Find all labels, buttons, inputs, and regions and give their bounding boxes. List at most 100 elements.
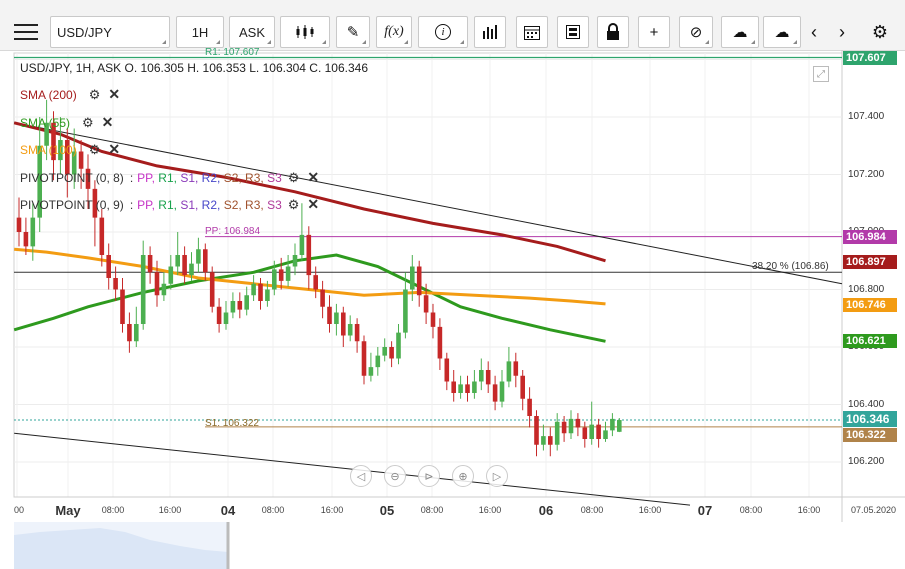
candle-body [44, 122, 49, 146]
candle-body [313, 275, 318, 290]
scroll-left-button[interactable]: ◁ [350, 465, 372, 487]
chart-type-button[interactable] [280, 16, 330, 48]
candle-body [341, 312, 346, 336]
info-button[interactable]: i [418, 16, 468, 48]
candle-body [92, 188, 98, 218]
cloud-download-icon: ☁ [774, 23, 790, 41]
candle-body [458, 384, 463, 393]
candle-body [196, 249, 201, 264]
candle-body [127, 324, 132, 342]
candle-body [120, 289, 125, 324]
candle-body [568, 418, 574, 434]
price-type-select[interactable]: ASK [229, 16, 275, 48]
candle-body [278, 269, 284, 281]
candle-body [561, 421, 567, 434]
candle-body [134, 324, 139, 342]
candle-body [520, 375, 525, 399]
candle-body [389, 347, 394, 359]
candle-body [610, 418, 615, 431]
candle-body [499, 381, 505, 402]
download-button[interactable]: ☁ [763, 16, 801, 48]
candle-body [596, 424, 601, 439]
candle-body [416, 266, 422, 296]
candle-body [306, 234, 312, 276]
zoom-button[interactable]: ⊘ [679, 16, 713, 48]
candle-body [603, 430, 608, 439]
candle-body [582, 427, 588, 439]
candle-body [382, 347, 387, 356]
prev-button[interactable]: ‹ [804, 16, 824, 48]
crosshair-icon: + [649, 23, 659, 41]
fx-button[interactable]: f(x) [376, 16, 412, 48]
sma55-line [13, 253, 606, 343]
candle-body [472, 381, 477, 393]
lock-icon [607, 23, 619, 40]
candle-body [244, 295, 249, 310]
reset-icon: ⊳ [424, 470, 434, 483]
candle-body [430, 312, 436, 327]
candle-body [175, 255, 180, 267]
candle-body [85, 168, 91, 189]
candle-body [258, 283, 263, 301]
candle-body [230, 301, 236, 313]
candle-body [65, 140, 70, 175]
info-icon: i [435, 24, 451, 40]
candle-body [465, 384, 470, 393]
candle-body [203, 249, 208, 273]
timeframe-select[interactable]: 1H [176, 16, 224, 48]
candles-icon [296, 25, 314, 39]
candle-body [37, 145, 42, 218]
draw-button[interactable]: ✎ [336, 16, 370, 48]
candle-body [617, 420, 622, 432]
upload-button[interactable]: ☁ [721, 16, 759, 48]
pencil-icon: ✎ [346, 23, 360, 41]
calendar-button[interactable] [516, 16, 548, 48]
candle-body [451, 381, 456, 393]
candle-body [272, 269, 277, 290]
zoom-out-button[interactable]: ⊖ [384, 465, 406, 487]
candle-body [347, 324, 353, 336]
candle-body [403, 289, 408, 333]
settings-button[interactable]: ⚙ [868, 16, 892, 48]
candle-body [140, 255, 146, 324]
candle-body [285, 266, 291, 281]
trendline-upper [14, 122, 843, 285]
candle-body [548, 436, 553, 445]
candle-body [479, 370, 484, 382]
symbol-label: USD/JPY [57, 24, 112, 40]
candle-body [223, 312, 229, 324]
template-button[interactable] [557, 16, 589, 48]
candle-body [16, 217, 22, 232]
candle-body [71, 151, 77, 175]
candle-body [30, 217, 36, 247]
menu-icon[interactable] [14, 24, 38, 40]
cloud-upload-icon: ☁ [732, 23, 748, 41]
symbol-select[interactable]: USD/JPY [50, 16, 170, 48]
indicator-button[interactable] [474, 16, 506, 48]
crosshair-button[interactable]: + [638, 16, 670, 48]
next-button[interactable]: › [832, 16, 852, 48]
reset-view-button[interactable]: ⊳ [418, 465, 440, 487]
toolbar: USD/JPY 1H ASK ✎ f(x) i + ⊘ ☁ ☁ ‹ › ⚙ [0, 0, 905, 51]
chevron-left-icon: ‹ [811, 21, 817, 42]
candle-body [320, 289, 325, 307]
lock-button[interactable] [597, 16, 629, 48]
chevron-right-icon: ▷ [492, 470, 502, 483]
candle-body [354, 324, 360, 342]
candle-body [361, 341, 367, 376]
candle-body [368, 367, 374, 376]
fx-label: f(x) [384, 24, 404, 39]
candle-body [437, 326, 443, 359]
candle-body [589, 424, 594, 439]
chevron-left-icon: ◁ [356, 470, 366, 483]
candle-body [410, 266, 415, 290]
candle-body [375, 355, 381, 368]
zoom-icon: ⊘ [689, 23, 703, 41]
chevron-right-icon: › [839, 21, 845, 42]
zoom-in-button[interactable]: ⊕ [452, 465, 474, 487]
price-chart[interactable] [0, 50, 905, 569]
candle-body [554, 421, 560, 445]
scroll-right-button[interactable]: ▷ [486, 465, 508, 487]
candle-body [527, 398, 532, 416]
candle-body [182, 255, 187, 276]
